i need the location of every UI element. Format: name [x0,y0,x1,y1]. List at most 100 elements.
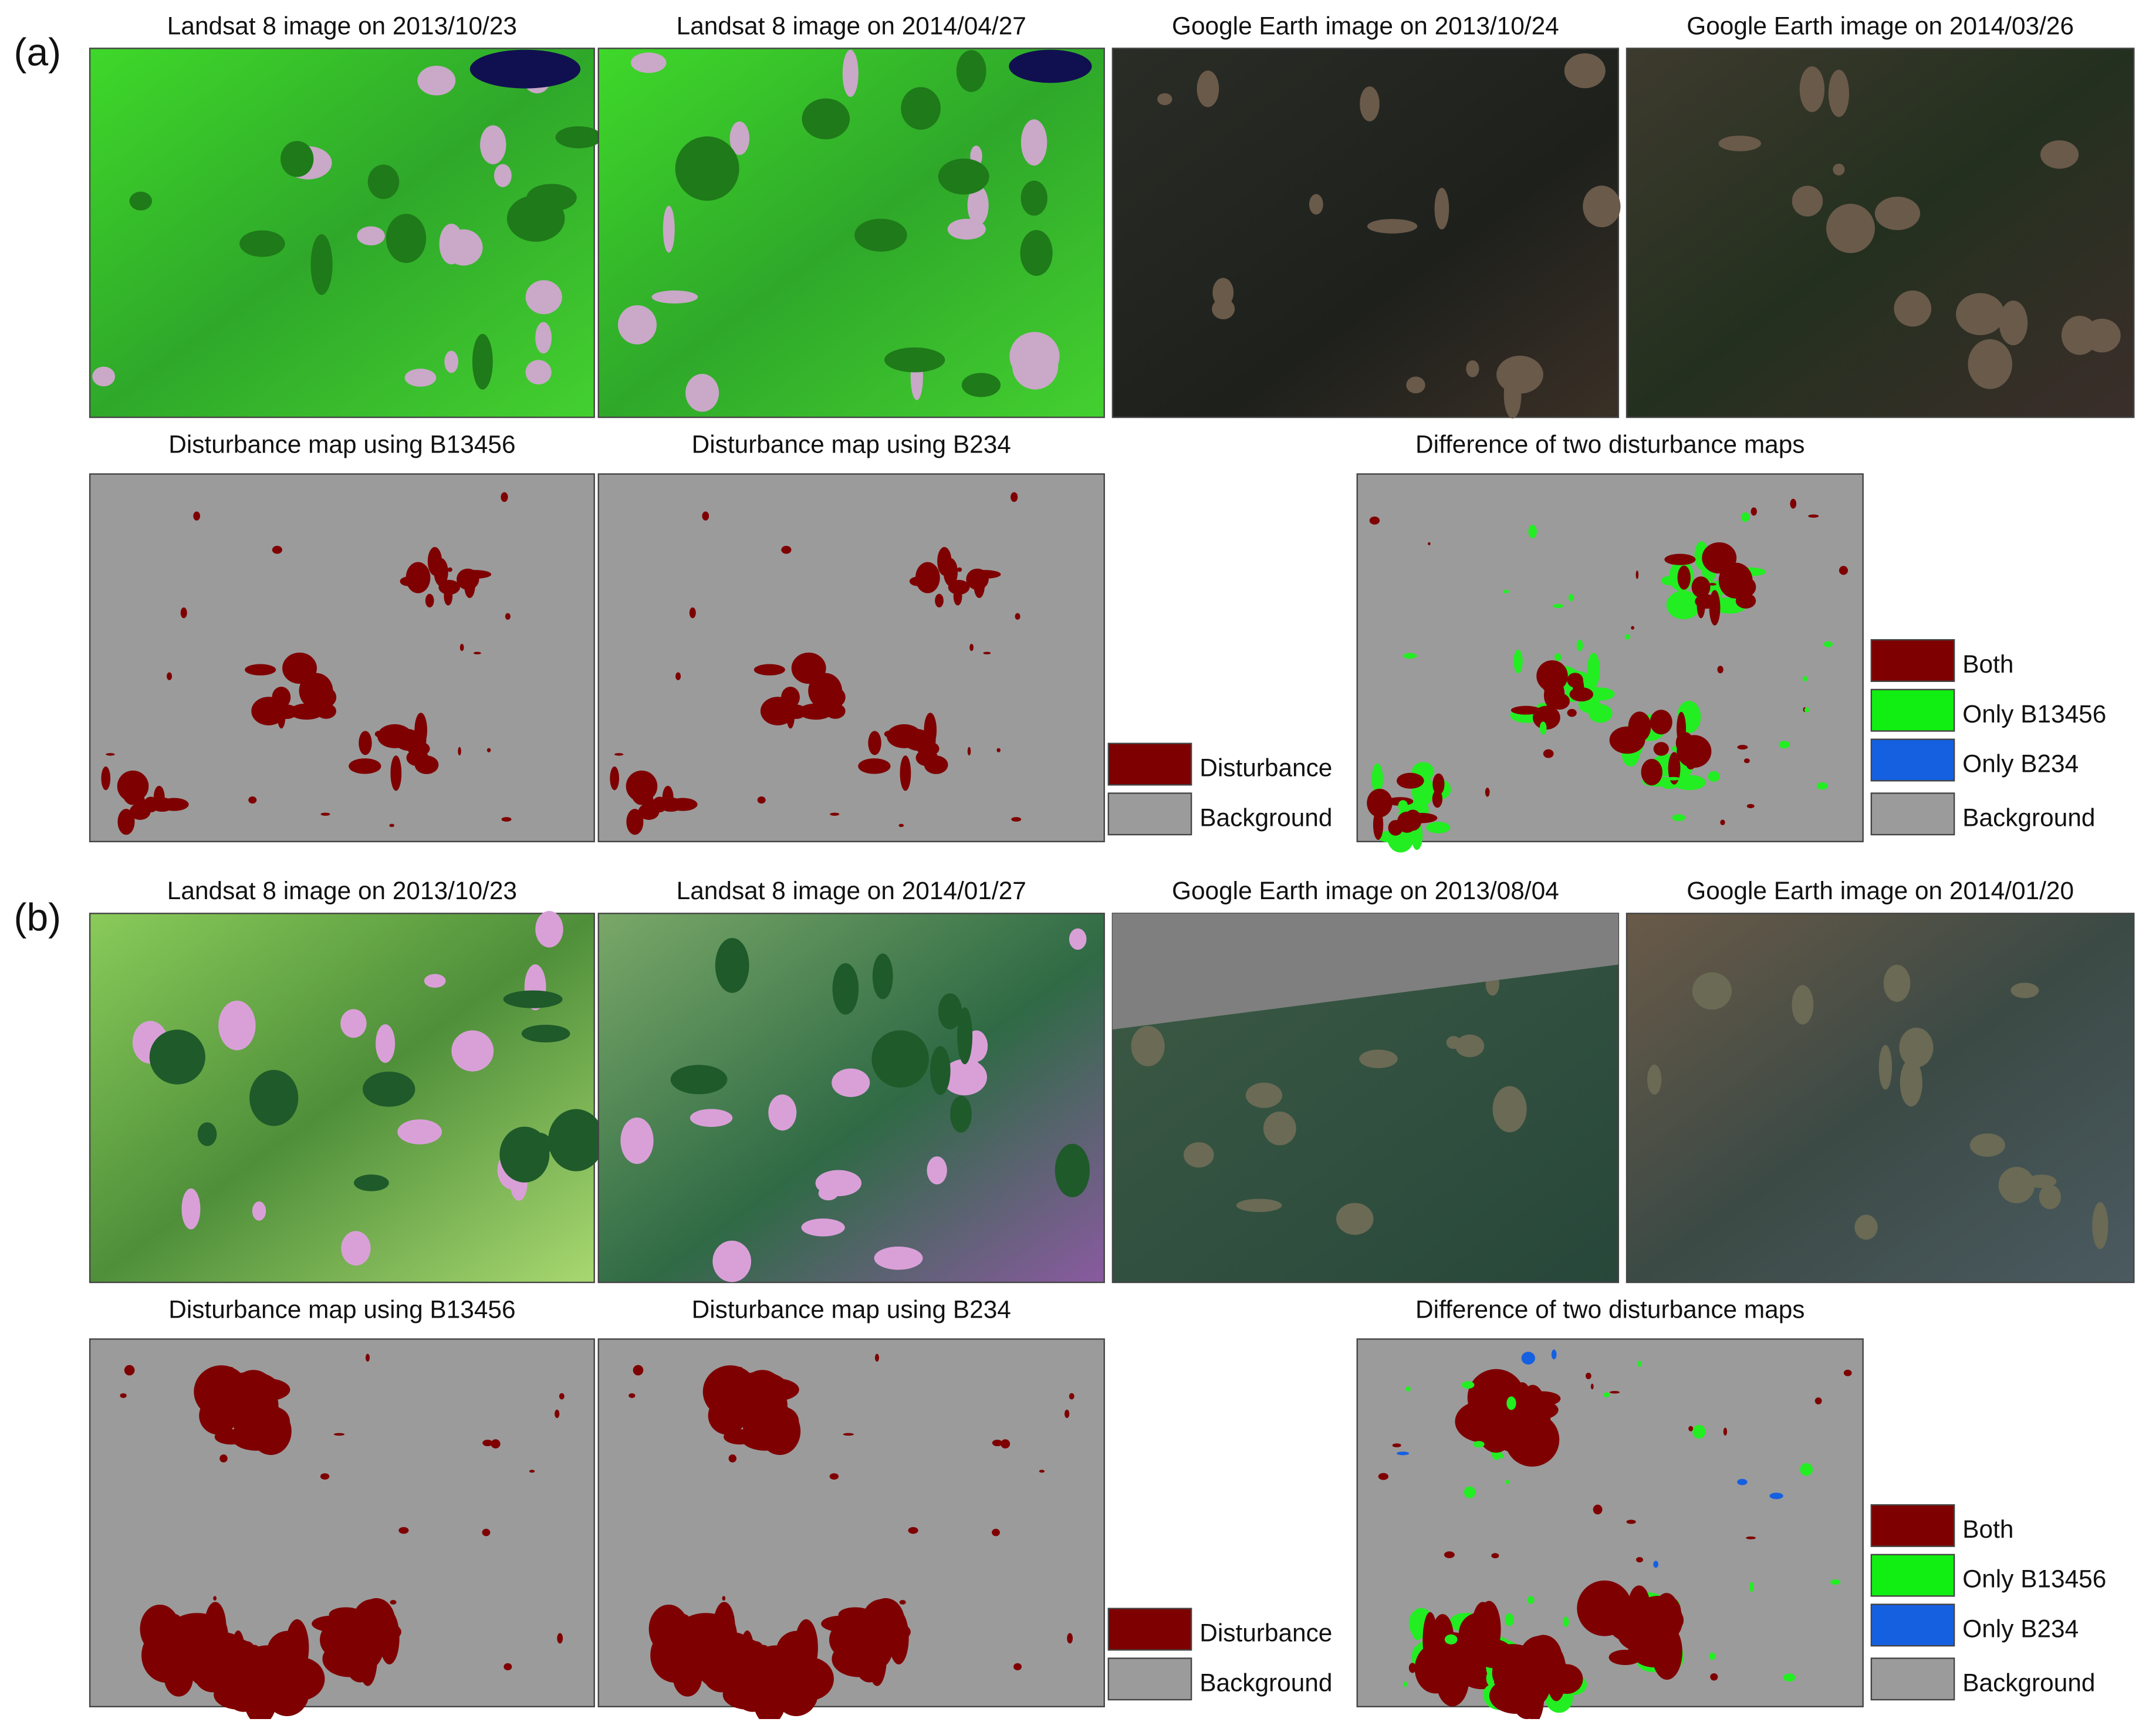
blob [915,562,940,593]
blob [957,1007,973,1065]
blob [768,1094,797,1131]
blob [320,1473,330,1480]
legend-label: Only B234 [1962,1615,2079,1643]
blob [950,1096,972,1133]
image [1626,913,2135,1284]
blob [1064,1409,1070,1419]
blob [424,974,446,988]
blob [1183,1142,1214,1168]
blob [1792,185,1823,217]
blob [333,1433,345,1436]
blob [617,305,657,345]
blob [1720,819,1725,825]
blob [1464,1486,1476,1498]
blob [358,1629,378,1686]
blob [957,567,962,572]
blob [340,1009,367,1038]
blob [1692,1424,1706,1439]
blob [802,98,850,140]
blob [1510,705,1541,715]
image-title: Google Earth image on 2014/01/20 [1687,877,2074,904]
blob [668,1632,719,1677]
blob [1899,1027,1934,1068]
blob [1367,219,1418,234]
image [89,48,595,418]
legend-label: Background [1199,803,1332,831]
blob [1653,1561,1659,1568]
blob [521,1025,570,1043]
blob [1969,1133,2005,1157]
blob [197,1122,217,1146]
blob [1013,1663,1022,1670]
blob [1426,822,1451,833]
blob [1737,745,1748,750]
blob [299,673,333,709]
blob [1388,820,1403,836]
blob [491,1439,501,1448]
blob [996,748,1001,752]
blob [124,1365,135,1376]
blob [501,817,512,822]
blob [252,1201,266,1221]
blob [389,823,395,828]
map-title: Disturbance map using B234 [692,1296,1011,1323]
blob [1001,1439,1011,1448]
blob [1816,782,1828,790]
blob [1359,1049,1398,1068]
blob [1624,634,1630,640]
blob [1567,673,1583,688]
blob [451,1030,494,1072]
blob [1718,562,1753,599]
blob [1513,649,1523,674]
image-title: Google Earth image on 2013/08/04 [1172,877,1559,904]
blob [1505,1613,1514,1626]
blob [830,812,840,816]
blob [843,1433,854,1436]
blob [1677,735,1712,768]
blob [900,755,911,791]
blob [1666,776,1681,781]
blob [214,1679,265,1710]
blob [302,658,309,667]
blob [503,1663,512,1670]
blob [120,1393,127,1398]
blob [1576,639,1583,651]
blob [1360,86,1380,121]
map-title: Disturbance map using B13456 [168,1296,515,1323]
blob [983,651,991,654]
blob [398,1527,409,1534]
blob [482,1440,493,1447]
blob [1405,1386,1411,1392]
blob [1505,1480,1509,1484]
blob [801,1218,845,1237]
blob [874,1353,879,1362]
blob [1309,194,1323,215]
legend-swatch [1107,792,1192,836]
blob [992,1528,1000,1537]
blob [724,1429,756,1445]
blob [1378,1473,1389,1480]
blob [1641,758,1662,786]
blob [482,1528,491,1537]
blob [1563,1616,1569,1628]
blob [101,766,111,791]
blob [974,573,985,599]
blob [868,731,881,755]
blob [1527,1596,1535,1604]
blob [1551,1349,1557,1360]
blob [1397,1451,1410,1456]
blob [458,570,492,579]
blob [249,1069,299,1126]
legend-swatch [1870,792,1955,836]
blob [1792,985,1814,1025]
blob [1833,163,1845,175]
blob [1956,293,2005,336]
blob [1367,788,1393,818]
blob [709,1368,731,1414]
blob [1718,136,1761,151]
blob [181,1188,201,1230]
legend-swatch [1107,742,1192,786]
legend-swatch [1870,639,1955,682]
blob [829,1473,839,1480]
blob [1709,590,1721,626]
